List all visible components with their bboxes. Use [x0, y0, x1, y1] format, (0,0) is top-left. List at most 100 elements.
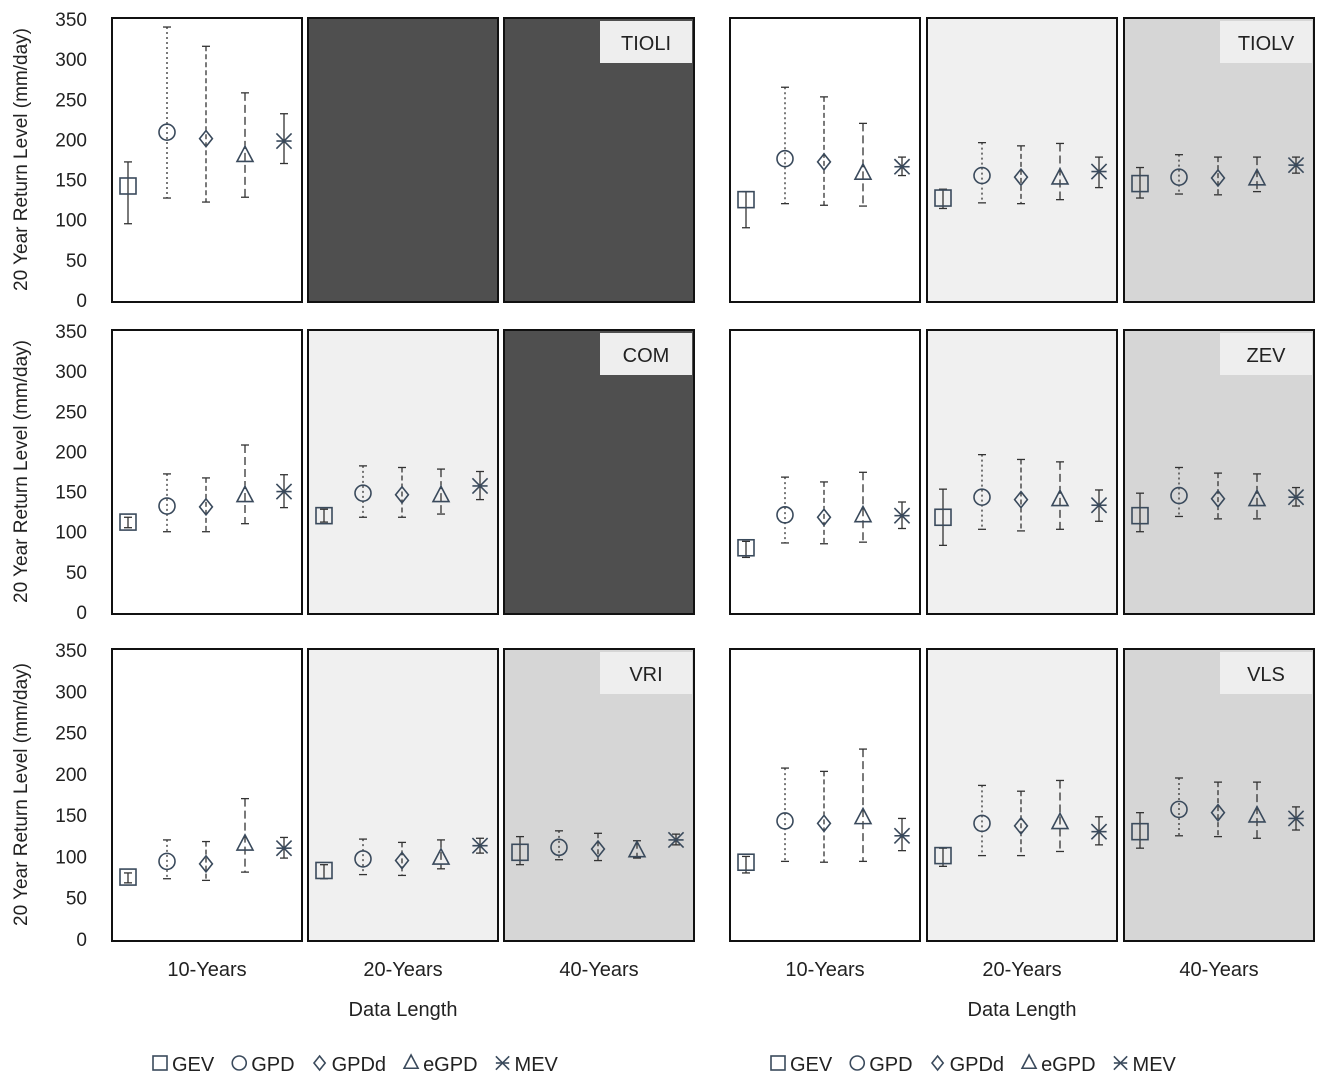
station-label-tiolv: TIOLV: [1238, 33, 1295, 55]
legend-label-gpdd: GPDd: [950, 1054, 1004, 1076]
marker-egpd: [1050, 488, 1070, 507]
marker-gpd: [776, 149, 794, 168]
panel-zev-10-years: [729, 329, 921, 615]
y-tick-label: 200: [55, 130, 87, 151]
station-label-box: [1220, 652, 1312, 694]
marker-gev: [511, 843, 529, 862]
marker-gev: [1131, 506, 1149, 525]
marker-mev: [275, 840, 293, 857]
legend-label-mev: MEV: [515, 1054, 559, 1076]
marker-mev: [893, 827, 911, 844]
station-label-zev: ZEV: [1247, 345, 1287, 367]
marker-gpdd: [1013, 816, 1029, 836]
y-axis-label-row-1: 20 Year Return Level (mm/day): [11, 28, 32, 291]
marker-egpd: [853, 504, 873, 523]
panel-vls-40-years: [1123, 648, 1315, 942]
station-label-tioli: TIOLI: [621, 33, 671, 55]
marker-gpdd: [816, 814, 832, 833]
marker-gev: [737, 853, 755, 872]
x-category-label: 10-Years: [785, 959, 864, 981]
station-label-vri: VRI: [629, 664, 662, 686]
marker-egpd: [431, 484, 451, 503]
panel-tioli-40-years: [503, 17, 695, 303]
marker-gpd: [354, 850, 372, 868]
y-tick-label: 350: [55, 322, 87, 343]
y-tick-label: 250: [55, 402, 87, 423]
x-category-label: 20-Years: [363, 959, 442, 981]
marker-gpd: [158, 852, 176, 871]
marker-egpd: [1247, 167, 1267, 186]
legend-label-gpdd: GPDd: [332, 1054, 386, 1076]
legend-symbol-gpd: [231, 1055, 248, 1071]
y-tick-label: 300: [55, 362, 87, 383]
marker-gpdd: [1210, 489, 1226, 509]
x-category-label: 10-Years: [167, 959, 246, 981]
marker-gpd: [973, 166, 991, 185]
panel-com-40-years: [503, 329, 695, 615]
y-tick-label: 300: [55, 682, 87, 703]
y-tick-label: 150: [55, 171, 87, 192]
marker-gpdd: [198, 854, 214, 874]
legend-symbol-gpdd: [312, 1054, 327, 1072]
marker-gev: [934, 846, 952, 865]
marker-gev: [119, 868, 137, 886]
marker-gev: [119, 513, 137, 531]
marker-gpd: [158, 497, 176, 515]
y-tick-label: 150: [55, 806, 87, 827]
marker-egpd: [1050, 167, 1070, 185]
marker-egpd: [235, 144, 255, 163]
y-axis-label-row-3: 20 Year Return Level (mm/day): [11, 663, 32, 926]
marker-mev: [471, 477, 489, 495]
legend-symbol-gev: [770, 1055, 786, 1071]
y-tick-label: 0: [76, 930, 87, 951]
station-label-box: [600, 21, 692, 63]
marker-mev: [1090, 823, 1108, 840]
y-tick-label: 250: [55, 90, 87, 111]
marker-gpdd: [198, 497, 214, 517]
marker-egpd: [1050, 811, 1070, 830]
legend-symbol-gpd: [849, 1055, 866, 1071]
x-category-label: 20-Years: [982, 959, 1061, 981]
marker-gpdd: [1210, 803, 1226, 822]
marker-egpd: [235, 833, 255, 851]
marker-gpd: [776, 812, 794, 830]
legend-symbol-mev: [1113, 1055, 1128, 1071]
x-axis-title: Data Length: [968, 999, 1077, 1021]
panel-vls-20-years: [926, 648, 1118, 942]
panel-vri-40-years: [503, 648, 695, 942]
y-tick-label: 150: [55, 483, 87, 504]
marker-gpdd: [590, 839, 606, 859]
marker-gpdd: [394, 851, 410, 870]
marker-egpd: [235, 484, 255, 503]
marker-gpd: [1170, 486, 1188, 505]
panel-vri-10-years: [111, 648, 303, 942]
station-label-com: COM: [623, 345, 670, 367]
panel-com-20-years: [307, 329, 499, 615]
marker-gpd: [550, 838, 568, 857]
marker-gpd: [1170, 800, 1188, 819]
x-category-label: 40-Years: [1179, 959, 1258, 981]
marker-egpd: [627, 839, 647, 858]
legend-symbol-egpd: [402, 1053, 420, 1070]
marker-gpd: [973, 814, 991, 833]
panel-tioli-20-years: [307, 17, 499, 303]
marker-gpdd: [1210, 168, 1226, 188]
legend-label-egpd: eGPD: [423, 1054, 477, 1076]
marker-gev: [737, 190, 755, 209]
station-label-box: [600, 652, 692, 694]
marker-mev: [1287, 156, 1305, 174]
y-tick-label: 200: [55, 765, 87, 786]
y-tick-label: 0: [76, 291, 87, 312]
marker-egpd: [1247, 805, 1267, 823]
marker-egpd: [431, 847, 451, 865]
panel-vls-10-years: [729, 648, 921, 942]
marker-gpdd: [1013, 490, 1029, 509]
station-label-vls: VLS: [1247, 664, 1285, 686]
legend-symbol-mev: [495, 1055, 510, 1071]
marker-gpdd: [394, 485, 410, 505]
marker-gev: [737, 538, 755, 557]
y-tick-label: 50: [66, 563, 87, 584]
y-tick-label: 0: [76, 603, 87, 624]
marker-gev: [315, 861, 333, 880]
